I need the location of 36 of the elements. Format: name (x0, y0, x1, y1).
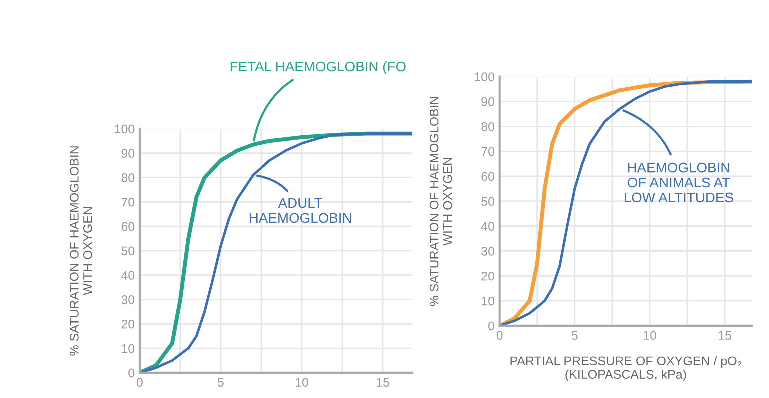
x-tick-label: 5 (218, 378, 224, 387)
y-tick-label: 50 (122, 246, 135, 256)
y-tick-label: 100 (115, 124, 135, 134)
y-tick-label: 0 (488, 322, 494, 331)
y-tick-label: 60 (122, 222, 135, 232)
y-tick-label: 80 (482, 122, 494, 132)
text: FETAL HAEMOGLOBIN (FO (230, 61, 406, 74)
y-tick-label: 50 (482, 197, 494, 206)
text: HAEMOGLOBIN OF ANIMALS AT LOW ALTITUDES (625, 162, 734, 203)
y-tick-label: 10 (122, 344, 135, 354)
x-tick-label: 15 (719, 331, 732, 340)
y-tick-label: 70 (482, 147, 494, 156)
y-tick-label: 0 (128, 368, 135, 378)
x-tick-label: 0 (136, 378, 143, 387)
y-axis-title: % SATURATION OF HAEMOGLOBIN WITH OXYGEN (430, 97, 452, 306)
y-axis-title: % SATURATION OF HAEMOGLOBIN WITH OXYGEN (70, 146, 92, 356)
y-tick-label: 40 (481, 222, 494, 231)
x-tick-label: 15 (377, 378, 390, 387)
x-tick-label: 0 (496, 331, 503, 340)
y-tick-label: 70 (122, 198, 135, 207)
y-tick-label: 20 (482, 272, 494, 281)
y-tick-label: 100 (475, 72, 494, 82)
y-tick-label: 30 (122, 296, 135, 304)
y-tick-label: 10 (482, 296, 494, 306)
y-tick-label: 90 (482, 98, 494, 106)
x-tick-label: 10 (644, 331, 656, 340)
y-tick-label: 80 (122, 174, 135, 182)
x-axis-title: PARTIAL PRESSURE OF OXYGEN / pO₂ (KILOPASCALS, kPa) (510, 356, 742, 382)
y-tick-label: 60 (482, 172, 494, 182)
y-tick-label: 30 (482, 247, 494, 256)
legend-label: ADULT HAEMOGLOBIN (250, 198, 352, 224)
x-tick-label: 10 (296, 378, 308, 387)
x-tick-label: 5 (572, 331, 578, 340)
y-tick-label: 20 (122, 320, 135, 329)
y-tick-label: 40 (121, 271, 135, 280)
y-tick-label: 90 (122, 149, 135, 158)
